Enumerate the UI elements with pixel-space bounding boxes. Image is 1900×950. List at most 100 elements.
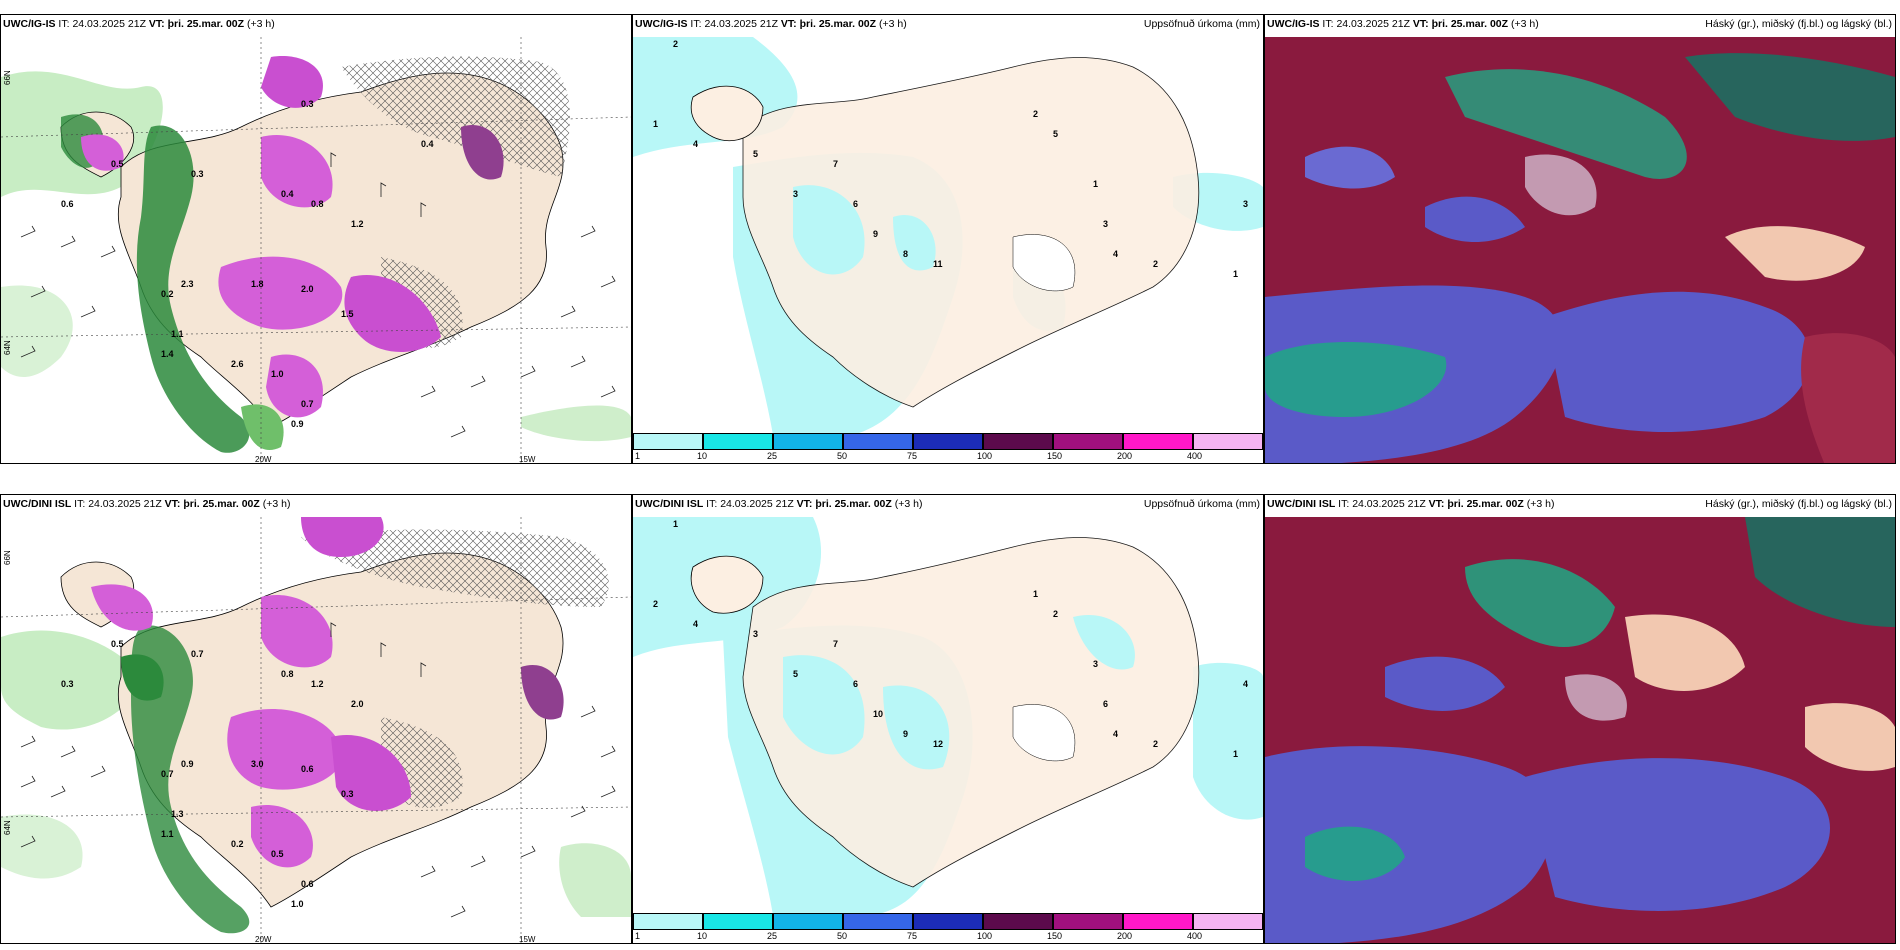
contour-value-label: 0.2	[161, 289, 174, 299]
colorbar-swatch	[1123, 433, 1193, 450]
contour-value-label: 0.6	[301, 764, 314, 774]
colorbar-swatch	[773, 433, 843, 450]
colorbar-label: 75	[907, 931, 918, 941]
contour-value-label: 3	[1243, 199, 1248, 209]
panel-title: UWC/IG-IS IT: 24.03.2025 21Z VT: þri. 25…	[635, 18, 907, 30]
contour-value-label: 0.5	[111, 639, 124, 649]
contour-value-label: 2.0	[351, 699, 364, 709]
lead-time: (+3 h)	[878, 18, 907, 30]
model-name: UWC/DINI ISL	[635, 498, 704, 510]
contour-value-label: 0.7	[161, 769, 174, 779]
map-precip-type: 0.6 0.5 0.3 0.4 0.8 1.2 1.8 2.0 2.3 1.1 1.4 2.6 1.0 0…	[1, 37, 631, 463]
contour-value-label: 1.4	[161, 349, 174, 359]
map-accum-precip: 2 1 4 5 3 7 6 9 8 11 2 5 1 3 4 2 1 3	[633, 37, 1263, 435]
it-value: 24.03.2025 21Z	[88, 498, 162, 510]
contour-value-label: 1.3	[171, 809, 184, 819]
lat-label-64n: 64N	[3, 820, 12, 835]
vt-value: þri. 25.mar. 00Z	[815, 498, 892, 510]
vt-value: þri. 25.mar. 00Z	[799, 18, 877, 30]
contour-value-label: 5	[753, 149, 758, 159]
map-clouds	[1265, 37, 1895, 463]
colorbar-label: 25	[767, 451, 778, 461]
vt-label: VT:	[796, 498, 813, 510]
contour-value-label: 2.3	[181, 279, 194, 289]
colorbar-swatch	[913, 433, 983, 450]
contour-value-label: 0.6	[61, 199, 74, 209]
contour-value-label: 0.3	[341, 789, 354, 799]
vt-label: VT:	[148, 18, 165, 30]
lat-label-66n: 66N	[3, 70, 12, 85]
it-value: 24.03.2025 21Z	[72, 18, 146, 30]
it-label: IT:	[1322, 18, 1334, 30]
it-value: 24.03.2025 21Z	[1336, 18, 1410, 30]
colorbar-swatch	[1123, 913, 1193, 930]
lon-label-15w: 15W	[519, 935, 536, 944]
colorbar-label: 50	[837, 451, 848, 461]
lat-label-64n: 64N	[3, 340, 12, 355]
contour-value-label: 8	[903, 249, 908, 259]
contour-value-label: 0.5	[111, 159, 124, 169]
colorbar-swatch	[1053, 913, 1123, 930]
contour-value-label: 0.7	[301, 399, 314, 409]
vt-label: VT:	[780, 18, 797, 30]
vt-label: VT:	[1428, 498, 1445, 510]
it-value: 24.03.2025 21Z	[704, 18, 778, 30]
contour-value-label: 4	[693, 139, 698, 149]
model-name: UWC/IG-IS	[3, 18, 56, 30]
contour-value-label: 2	[1153, 739, 1158, 749]
contour-value-label: 4	[693, 619, 698, 629]
contour-value-label: 3	[793, 189, 798, 199]
forecast-row-dini-isl: UWC/DINI ISL IT: 24.03.2025 21Z VT: þri.…	[0, 494, 1900, 944]
contour-value-label: 3	[753, 629, 758, 639]
it-label: IT:	[706, 498, 718, 510]
contour-value-label: 1	[653, 119, 658, 129]
colorbar-label: 100	[977, 931, 993, 941]
colorbar-label: 25	[767, 931, 778, 941]
lead-time: (+3 h)	[262, 498, 291, 510]
lon-label-20w: 20W	[255, 455, 272, 464]
contour-value-label: 2.0	[301, 284, 314, 294]
panel-title: UWC/DINI ISL IT: 24.03.2025 21Z VT: þri.…	[3, 498, 290, 510]
contour-value-label: 1	[1033, 589, 1038, 599]
contour-value-label: 3	[1093, 659, 1098, 669]
model-name: UWC/IG-IS	[1267, 18, 1320, 30]
colorbar-label: 400	[1187, 451, 1203, 461]
contour-value-label: 0.8	[281, 669, 294, 679]
lead-time: (+3 h)	[1510, 18, 1539, 30]
contour-value-label: 3.0	[251, 759, 264, 769]
colorbar-swatch	[633, 913, 703, 930]
vt-label: VT:	[1412, 18, 1429, 30]
contour-value-label: 0.4	[281, 189, 294, 199]
colorbar-label: 150	[1047, 451, 1063, 461]
colorbar-swatch	[1053, 433, 1123, 450]
contour-value-label: 4	[1113, 249, 1118, 259]
contour-value-label: 0.4	[421, 139, 434, 149]
vt-value: þri. 25.mar. 00Z	[1431, 18, 1509, 30]
contour-value-label: 2	[673, 39, 678, 49]
it-label: IT:	[1338, 498, 1350, 510]
contour-value-label: 1	[1233, 269, 1238, 279]
contour-value-label: 2	[1053, 609, 1058, 619]
colorbar-label: 1	[635, 931, 641, 941]
colorbar-label: 10	[697, 931, 708, 941]
colorbar-label: 10	[697, 451, 708, 461]
it-value: 24.03.2025 21Z	[1352, 498, 1426, 510]
contour-value-label: 1.0	[271, 369, 284, 379]
colorbar-swatch	[633, 433, 703, 450]
colorbar-label: 150	[1047, 931, 1063, 941]
contour-value-label: 1.2	[311, 679, 324, 689]
contour-value-label: 0.3	[301, 99, 314, 109]
panel-title: UWC/DINI ISL IT: 24.03.2025 21Z VT: þri.…	[1267, 498, 1554, 510]
contour-value-label: 1	[1093, 179, 1098, 189]
contour-value-label: 6	[1103, 699, 1108, 709]
contour-value-label: 0.2	[231, 839, 244, 849]
contour-value-label: 1.8	[251, 279, 264, 289]
colorbar-swatch	[1193, 433, 1263, 450]
lon-label-20w: 20W	[255, 935, 272, 944]
panel-accum-precip-ig-is: UWC/IG-IS IT: 24.03.2025 21Z VT: þri. 25…	[632, 14, 1264, 464]
panel-subtitle-precip: Uppsöfnuð úrkoma (mm)	[1143, 18, 1260, 30]
colorbar-label: 1	[635, 451, 641, 461]
panel-precip-type-dini-isl: UWC/DINI ISL IT: 24.03.2025 21Z VT: þri.…	[0, 494, 632, 944]
panel-accum-precip-dini-isl: UWC/DINI ISL IT: 24.03.2025 21Z VT: þri.…	[632, 494, 1264, 944]
contour-value-label: 1.1	[171, 329, 184, 339]
